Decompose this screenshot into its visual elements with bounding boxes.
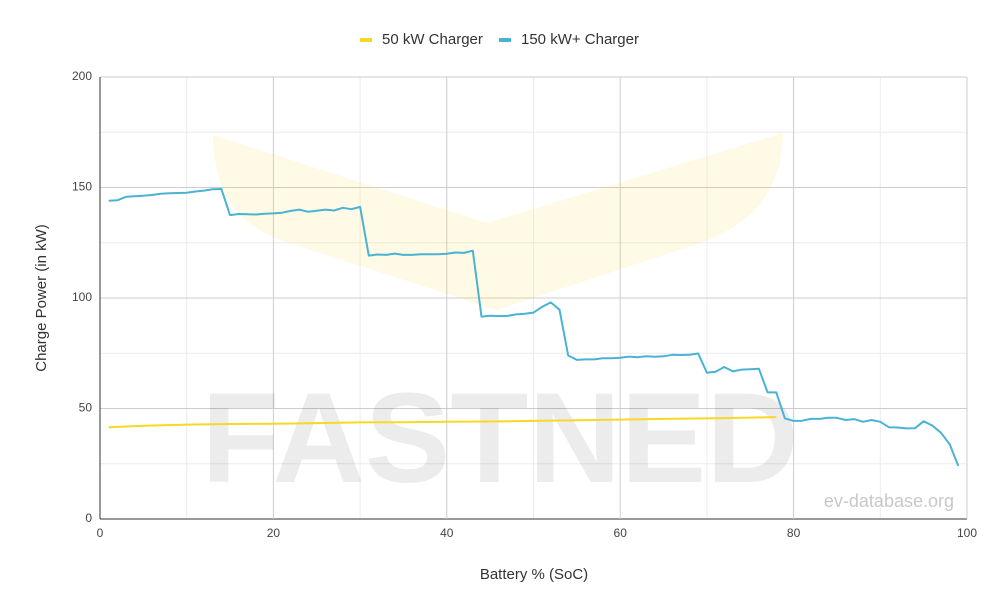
x-tick-label: 100	[957, 526, 977, 540]
y-tick-label: 50	[79, 401, 93, 415]
y-tick-label: 200	[72, 69, 92, 83]
logo-shape	[213, 133, 783, 310]
x-tick-label: 80	[787, 526, 801, 540]
legend-label: 50 kW Charger	[382, 31, 483, 48]
series-line	[108, 416, 777, 429]
x-tick-label: 20	[267, 526, 281, 540]
series-line	[108, 188, 960, 467]
x-tick-label: 40	[440, 526, 454, 540]
legend-label: 150 kW+ Charger	[521, 31, 639, 48]
x-tick-label: 60	[614, 526, 628, 540]
y-axis-title: Charge Power (in kW)	[33, 224, 50, 372]
x-axis-title: Battery % (SoC)	[480, 566, 588, 583]
x-tick-label: 0	[97, 526, 104, 540]
y-tick-label: 100	[72, 290, 92, 304]
y-tick-label: 150	[72, 180, 92, 194]
credit: ev-database.org	[824, 491, 954, 511]
watermark: FASTNED	[201, 367, 798, 510]
y-tick-label: 0	[85, 511, 92, 525]
